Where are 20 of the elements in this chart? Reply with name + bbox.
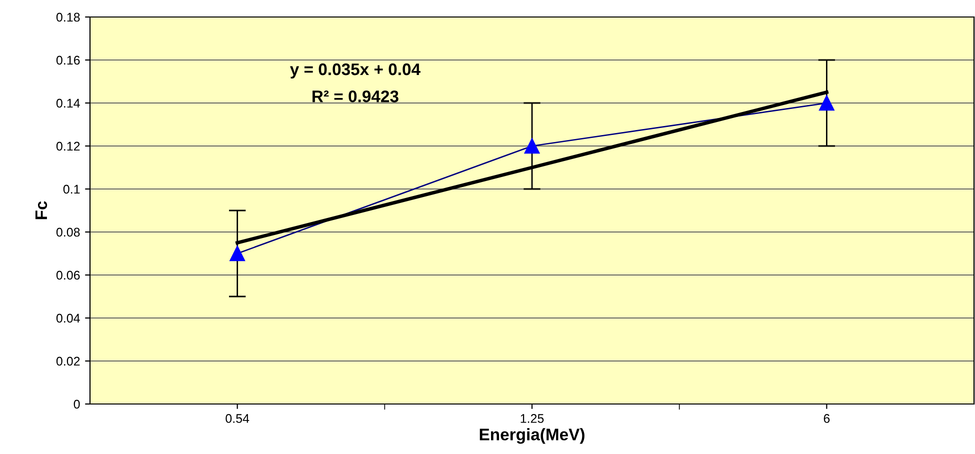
point: [819, 95, 834, 111]
y-tick-label: 0.14: [56, 98, 80, 108]
x-tick-label: 0.54: [226, 414, 250, 423]
y-axis-title: Fc: [35, 201, 48, 220]
annotation: y = 0.035x + 0.04: [290, 63, 420, 79]
y-tick-label: 0.1: [63, 184, 80, 194]
y-tick-label: 0.08: [56, 228, 80, 237]
point: [524, 138, 540, 154]
y-tick-label: 0.12: [56, 142, 80, 151]
y-tick-label: 0.02: [56, 356, 80, 366]
x-axis-title: Energia(MeV): [480, 428, 584, 444]
y-tick-label: 0.06: [56, 270, 80, 280]
x-tick-label: 1.25: [520, 414, 544, 423]
y-tick-label: 0.18: [56, 12, 80, 22]
point: [230, 246, 245, 262]
annotation: R² = 0.9423: [312, 90, 398, 102]
y-tick-label: 0.04: [56, 314, 80, 323]
y-tick-label: 0: [74, 400, 80, 409]
x-tick-label: 6: [824, 414, 830, 423]
y-tick-label: 0.16: [56, 56, 80, 65]
